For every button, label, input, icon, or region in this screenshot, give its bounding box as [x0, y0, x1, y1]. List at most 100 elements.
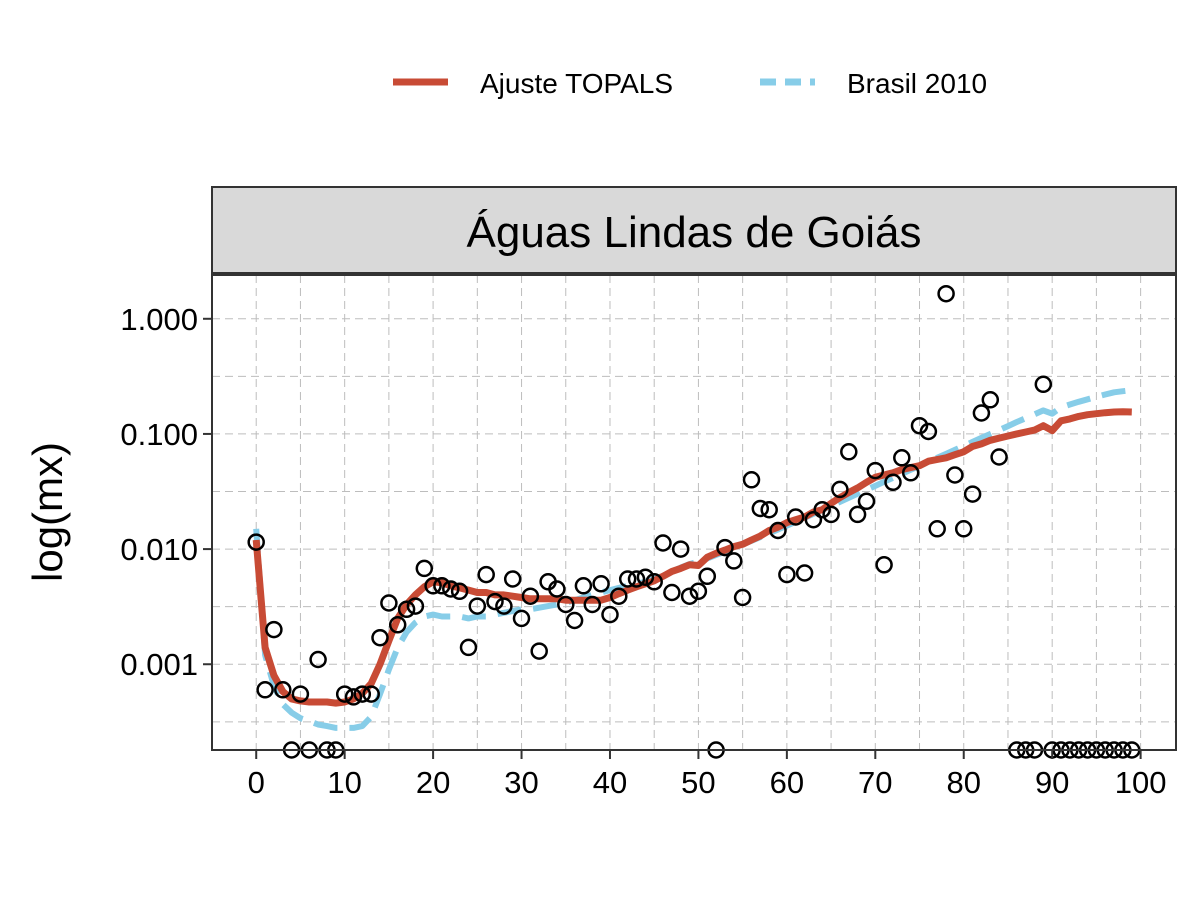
data-point	[424, 577, 442, 595]
y-axis-label: log(mx)	[24, 442, 71, 582]
x-tick-label: 10	[327, 765, 361, 800]
data-point	[946, 466, 964, 484]
data-point	[725, 552, 743, 570]
y-tick-label: 0.001	[120, 647, 198, 682]
data-point	[477, 565, 495, 584]
data-point	[574, 577, 593, 595]
data-point	[557, 595, 575, 614]
data-point	[937, 284, 955, 303]
data-point	[548, 580, 566, 598]
x-tick-label: 100	[1115, 765, 1167, 800]
data-point	[247, 533, 265, 551]
data-point	[680, 587, 699, 605]
data-point	[291, 685, 310, 703]
data-point	[990, 448, 1008, 466]
data-point	[751, 499, 770, 518]
data-point	[495, 597, 513, 615]
x-tick-label: 20	[416, 765, 450, 800]
data-point	[397, 600, 416, 619]
data-point	[671, 540, 690, 558]
data-point	[778, 565, 796, 584]
facet-strip-background	[211, 186, 1177, 274]
data-point	[309, 650, 327, 669]
facet-strip: Águas Lindas de Goiás	[211, 186, 1177, 274]
data-point	[786, 508, 805, 526]
data-point	[583, 595, 602, 614]
data-point	[831, 480, 849, 499]
y-tick-label: 1.000	[120, 302, 198, 337]
data-point	[265, 620, 283, 639]
x-tick-label: 90	[1035, 765, 1069, 800]
grid-lines	[212, 275, 1176, 750]
data-point	[716, 538, 734, 557]
data-point	[795, 564, 814, 582]
y-tick-label: 0.100	[120, 417, 198, 452]
data-point	[981, 391, 1000, 409]
data-point	[486, 592, 504, 611]
data-point	[468, 597, 487, 615]
data-point	[503, 570, 522, 588]
data-point	[371, 628, 389, 647]
data-point	[618, 570, 637, 588]
data-point	[804, 510, 823, 529]
data-point	[344, 688, 363, 706]
panel-border	[211, 274, 1177, 751]
data-point	[530, 642, 548, 660]
x-tick-label: 40	[593, 765, 627, 800]
data-point	[893, 449, 911, 467]
data-point	[866, 461, 885, 480]
series-ajuste-topals	[252, 408, 1132, 707]
data-point	[645, 573, 663, 591]
data-point	[654, 534, 672, 552]
line-ajuste-topals	[252, 408, 1132, 707]
data-point	[857, 492, 876, 511]
data-point	[450, 582, 469, 601]
x-tick-label: 50	[681, 765, 715, 800]
data-point	[822, 505, 840, 524]
data-point	[592, 575, 610, 593]
data-point	[601, 605, 619, 624]
y-tick-label: 0.010	[120, 532, 198, 567]
data-point	[256, 681, 274, 699]
x-tick-label: 80	[947, 765, 981, 800]
data-point	[512, 609, 531, 628]
data-point	[521, 587, 540, 605]
data-point	[362, 685, 380, 703]
data-point	[972, 404, 991, 422]
data-point	[442, 580, 460, 598]
data-point	[910, 416, 929, 435]
data-point	[733, 588, 752, 607]
data-point	[388, 616, 407, 634]
data-point	[813, 500, 831, 519]
data-point	[380, 594, 398, 612]
data-point	[963, 485, 982, 503]
data-point	[689, 582, 708, 601]
data-point	[928, 520, 946, 538]
data-point	[1034, 375, 1053, 394]
data-point	[433, 577, 451, 595]
plot-panel	[211, 274, 1177, 759]
data-point	[848, 505, 867, 524]
data-point	[353, 685, 372, 703]
data-point	[884, 473, 902, 492]
data-point	[663, 583, 681, 602]
data-point	[840, 443, 858, 461]
data-point	[901, 464, 920, 482]
x-tick-label: 30	[504, 765, 538, 800]
data-point	[760, 500, 778, 519]
legend-label-ajuste-topals: Ajuste TOPALS	[480, 68, 673, 99]
legend: Ajuste TOPALS Brasil 2010	[393, 68, 987, 99]
data-point	[459, 638, 478, 657]
y-axis: 0.001 0.010 0.100 1.000	[120, 302, 212, 682]
data-point	[627, 570, 646, 588]
data-point	[565, 611, 584, 630]
x-axis: 0 10 20 30 40 50 60 70 80 90 100	[248, 750, 1167, 800]
x-tick-label: 60	[770, 765, 804, 800]
data-point	[335, 685, 354, 703]
data-point	[610, 587, 628, 605]
data-point	[742, 471, 761, 489]
data-point	[698, 567, 717, 586]
data-point	[406, 597, 425, 615]
data-point	[415, 559, 434, 578]
